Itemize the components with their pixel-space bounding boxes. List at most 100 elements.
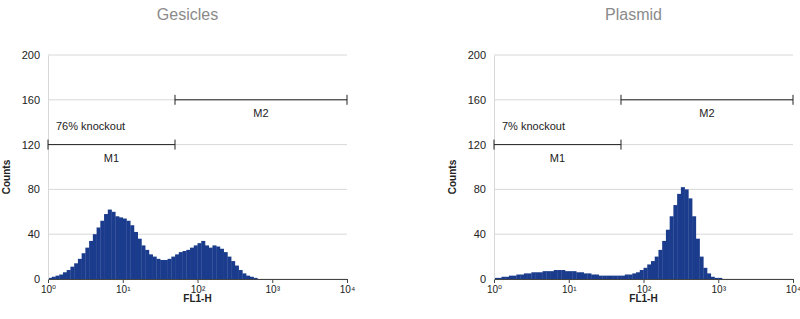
histogram-bar	[287, 279, 291, 280]
histogram-bar	[179, 252, 183, 279]
y-tick: 40	[28, 228, 48, 240]
x-tick-mark	[272, 279, 273, 283]
histogram-bar	[82, 253, 86, 279]
histogram-bar	[138, 239, 142, 279]
histogram-bar	[100, 221, 104, 279]
marker-label: M1	[104, 152, 119, 164]
marker-end	[793, 95, 794, 105]
y-tick-label: 120	[468, 139, 486, 151]
histogram-bar	[599, 276, 603, 279]
histogram-bar	[171, 257, 175, 279]
histogram-bar	[647, 264, 651, 279]
histogram-bar	[677, 194, 681, 279]
panel: Gesicles10⁰10¹10²10³10⁴04080120160200FL1…	[1, 6, 355, 304]
marker-line	[175, 99, 347, 100]
marker-line	[621, 99, 793, 100]
histogram-bar	[748, 279, 752, 280]
marker-end	[48, 140, 49, 150]
histogram-bar	[112, 212, 116, 279]
marker: M2	[621, 95, 793, 119]
histogram-bar	[257, 279, 261, 280]
histogram-bar	[175, 254, 179, 279]
histogram-bar	[595, 275, 599, 279]
x-axis-title: FL1-H	[183, 293, 211, 304]
histogram-bar	[584, 273, 588, 279]
y-tick-label: 200	[468, 49, 486, 61]
histogram-bar	[778, 279, 782, 280]
marker-end	[494, 140, 495, 150]
x-tick-label: 10⁴	[340, 284, 355, 295]
grid-line	[48, 55, 347, 56]
histogram-bar	[119, 217, 123, 279]
histogram-bar	[224, 252, 228, 279]
histogram-bar	[554, 270, 558, 279]
histogram-bar	[265, 279, 269, 280]
histogram-bar	[115, 216, 119, 279]
histogram-bar	[190, 248, 194, 279]
histogram-bar	[198, 243, 202, 279]
histogram-bar	[513, 276, 517, 279]
histogram-bar	[501, 277, 505, 279]
histogram-bar	[662, 241, 666, 279]
histogram-bar	[756, 279, 760, 280]
x-tick: 10⁴	[340, 279, 355, 295]
histogram-bar	[576, 272, 580, 279]
grid-line	[494, 189, 793, 190]
marker: M1	[494, 140, 621, 164]
marker: M2	[175, 95, 347, 119]
histogram-bar	[280, 279, 284, 280]
histogram-bar	[651, 261, 655, 279]
histogram-bar	[621, 276, 625, 279]
histogram-bar	[153, 257, 157, 279]
chart-title: Plasmid	[605, 6, 662, 23]
histogram-bar	[141, 245, 145, 279]
histogram-bar	[569, 271, 573, 279]
bars	[48, 210, 258, 279]
histogram-bar	[636, 272, 640, 279]
histogram-bar	[587, 273, 591, 279]
histogram-bar	[239, 270, 243, 279]
histogram-bar	[700, 257, 704, 279]
x-tick: 10¹	[116, 279, 131, 295]
x-tick-mark	[718, 279, 719, 283]
y-axis-line	[48, 56, 49, 280]
histogram-bar	[231, 261, 235, 279]
histogram-bar	[673, 205, 677, 279]
histogram-bar	[74, 263, 78, 279]
y-tick: 80	[474, 183, 494, 195]
histogram-bar	[550, 271, 554, 279]
histogram-bar	[67, 270, 71, 279]
histogram-bar	[104, 214, 108, 279]
histogram-bar	[55, 276, 59, 279]
histogram-bar	[216, 247, 220, 279]
y-tick-label: 200	[22, 49, 40, 61]
x-tick: 10³	[712, 279, 727, 295]
grid-line	[48, 99, 347, 100]
x-tick: 10³	[266, 279, 281, 295]
y-tick-label: 160	[22, 94, 40, 106]
histogram-bar	[298, 279, 302, 280]
histogram-bar	[126, 221, 130, 279]
histogram-bar	[629, 275, 633, 279]
y-tick-label: 0	[34, 273, 40, 285]
histogram-bar	[269, 279, 273, 280]
histogram-bar	[558, 270, 562, 279]
y-tick: 40	[474, 228, 494, 240]
histogram-bar	[85, 248, 89, 279]
histogram-bar	[70, 267, 74, 279]
histogram-bar	[242, 273, 246, 279]
y-tick: 160	[468, 94, 494, 106]
histogram-bar	[692, 216, 696, 279]
y-tick: 0	[480, 273, 494, 285]
histogram-bar	[614, 276, 618, 279]
marker-end	[347, 95, 348, 105]
histogram-bar	[561, 270, 565, 279]
histogram-bar	[644, 268, 648, 279]
histogram-bar	[254, 278, 258, 279]
histogram-bar	[759, 279, 763, 280]
y-tick-label: 80	[28, 183, 40, 195]
y-tick-label: 40	[474, 228, 486, 240]
histogram-bar	[276, 279, 280, 280]
x-tick-mark	[347, 279, 348, 283]
figure: Gesicles10⁰10¹10²10³10⁴04080120160200FL1…	[0, 0, 800, 319]
